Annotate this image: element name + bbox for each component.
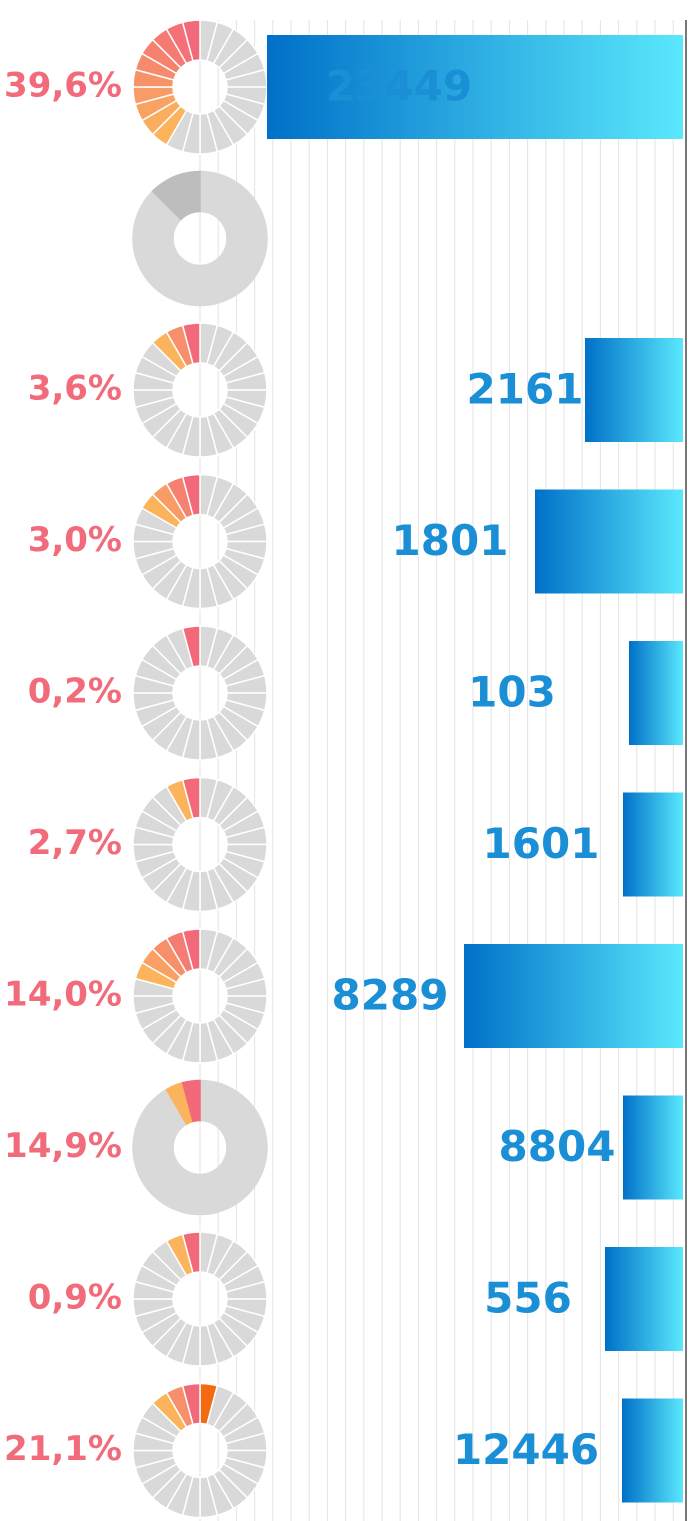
percent-label: 14,9% <box>4 1126 122 1166</box>
row: 14,9% 8804 <box>4 1079 683 1216</box>
percent-label: 3,0% <box>28 520 122 560</box>
percent-label: 14,0% <box>4 975 122 1015</box>
percent-label: 3,6% <box>28 369 122 409</box>
bar <box>535 489 683 594</box>
row: 39,6% 23449 <box>4 19 683 155</box>
bar <box>623 792 683 897</box>
donut-segment <box>181 625 201 668</box>
value-label: 12446 <box>453 1425 599 1474</box>
donut-segment <box>181 322 201 365</box>
percent-label: 21,1% <box>4 1429 122 1469</box>
donut-segment <box>181 473 201 517</box>
row: 0,9% 556 <box>28 1231 683 1367</box>
donut-segment <box>181 1382 201 1426</box>
bar <box>605 1247 683 1351</box>
row <box>132 170 268 307</box>
bar <box>267 35 683 139</box>
percent-label: 2,7% <box>28 823 122 863</box>
value-label: 8804 <box>499 1122 616 1171</box>
row: 2,7% 1601 <box>28 776 683 913</box>
donut-segment <box>181 1231 201 1274</box>
bar <box>464 944 683 1048</box>
bar <box>585 338 683 442</box>
bar <box>623 1095 683 1200</box>
rows: 39,6% 23449 3,6% 2161 3,0% 1801 0,2% 103 2,7% 160… <box>4 19 683 1519</box>
value-label: 103 <box>468 668 556 717</box>
row: 0,2% 103 <box>28 625 683 761</box>
percent-label: 0,2% <box>28 672 122 712</box>
row: 14,0% 8289 <box>4 928 683 1064</box>
donut-segment <box>181 776 201 820</box>
row: 21,1% 12446 <box>4 1382 683 1519</box>
value-label: 1801 <box>392 516 509 565</box>
value-label: 1601 <box>483 819 600 868</box>
donut-segment <box>181 928 201 971</box>
percent-label: 0,9% <box>28 1278 122 1318</box>
row: 3,6% 2161 <box>28 322 683 458</box>
value-label: 2161 <box>467 365 584 414</box>
bar <box>629 641 683 745</box>
value-label: 556 <box>484 1274 572 1323</box>
row: 3,0% 1801 <box>28 473 683 610</box>
donut-segment <box>181 1079 201 1123</box>
percent-label: 39,6% <box>4 66 122 106</box>
value-label: 8289 <box>332 971 449 1020</box>
donut-segment <box>181 19 201 62</box>
value-label: 23449 <box>326 62 472 111</box>
grid <box>199 20 674 1521</box>
bar <box>622 1398 683 1503</box>
donut-segment <box>181 170 201 214</box>
